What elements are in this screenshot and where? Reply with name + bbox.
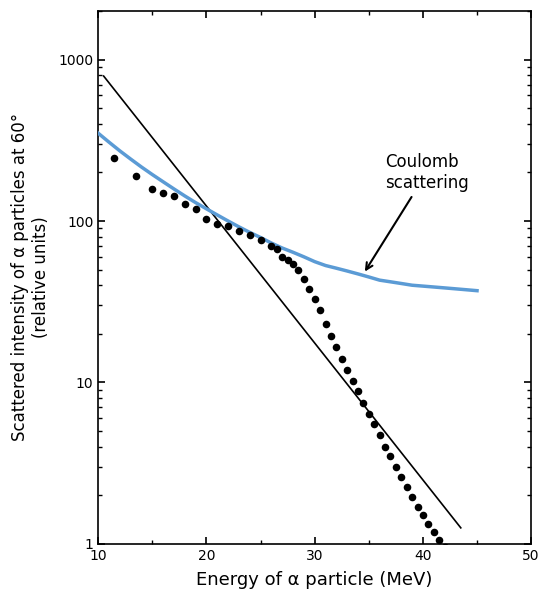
Point: [424, 520, 433, 529]
Point: [305, 284, 314, 293]
Point: [354, 386, 363, 396]
Point: [224, 221, 233, 231]
Point: [419, 511, 428, 520]
Point: [245, 230, 254, 240]
Point: [180, 199, 189, 209]
Point: [202, 214, 211, 224]
Point: [370, 419, 379, 429]
Text: Coulomb
scattering: Coulomb scattering: [366, 153, 469, 269]
Point: [364, 409, 373, 418]
Point: [272, 244, 281, 254]
Point: [386, 451, 395, 461]
Point: [337, 354, 346, 364]
Point: [321, 319, 330, 329]
X-axis label: Energy of α particle (MeV): Energy of α particle (MeV): [197, 571, 433, 589]
Point: [359, 398, 368, 407]
Point: [316, 305, 325, 315]
Point: [343, 365, 352, 374]
Point: [289, 259, 298, 269]
Point: [299, 274, 308, 283]
Point: [310, 294, 319, 304]
Point: [294, 265, 303, 274]
Point: [381, 442, 390, 451]
Point: [191, 205, 200, 214]
Point: [267, 241, 276, 251]
Point: [159, 188, 168, 197]
Point: [435, 535, 444, 545]
Point: [391, 462, 400, 472]
Point: [235, 226, 244, 236]
Point: [170, 191, 179, 201]
Point: [440, 542, 449, 552]
Point: [402, 482, 411, 491]
Point: [132, 171, 141, 181]
Point: [278, 252, 287, 262]
Y-axis label: Scattered intensity of α particles at 60°
(relative units): Scattered intensity of α particles at 60…: [11, 113, 50, 442]
Point: [413, 502, 422, 511]
Point: [332, 343, 341, 352]
Point: [148, 184, 156, 194]
Point: [429, 527, 438, 537]
Point: [375, 430, 384, 440]
Point: [110, 154, 119, 163]
Point: [256, 235, 265, 245]
Point: [213, 219, 222, 229]
Point: [348, 376, 357, 386]
Point: [327, 331, 336, 340]
Point: [408, 492, 417, 502]
Point: [397, 472, 406, 482]
Point: [283, 256, 292, 265]
